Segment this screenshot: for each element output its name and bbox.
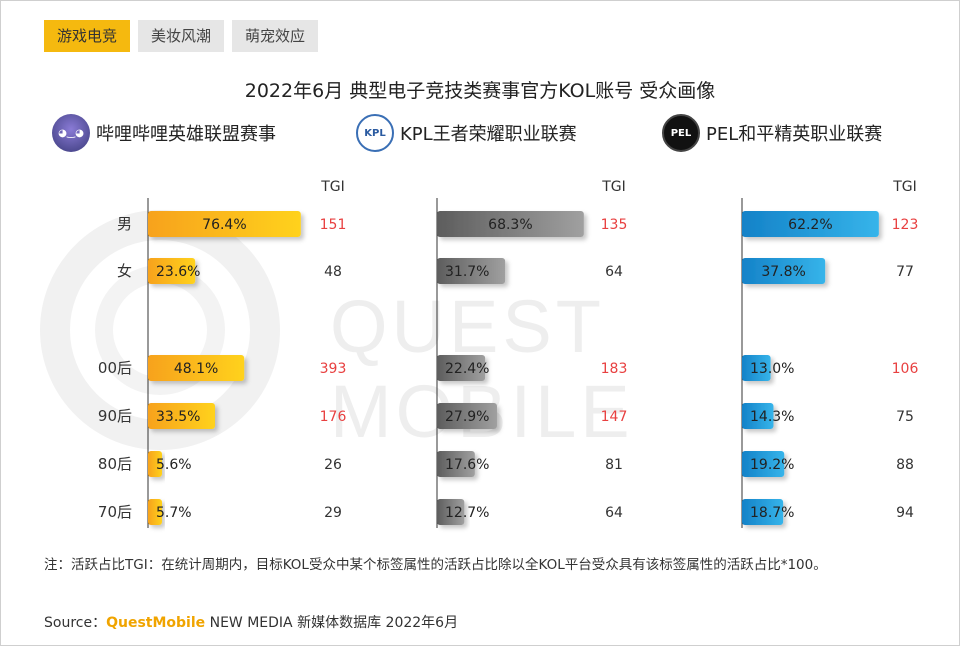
data-label: 76.4%: [202, 217, 246, 233]
data-label: 22.4%: [445, 361, 489, 377]
data-label: 27.9%: [445, 409, 489, 425]
tab-pet-effect[interactable]: 萌宠效应: [232, 20, 319, 52]
bar: [742, 211, 879, 237]
league-header-bilibili: ◕‿◕ 哔哩哔哩英雄联盟赛事: [52, 114, 276, 152]
category-label: 70后: [98, 503, 132, 521]
data-label: 12.7%: [445, 505, 489, 521]
data-label: 48.1%: [174, 361, 218, 377]
bar: [742, 355, 771, 381]
bar: [742, 499, 784, 525]
tgi-value: 48: [324, 264, 342, 280]
bar: [742, 258, 826, 284]
bar: [148, 403, 215, 429]
kpl-icon: KPL: [356, 114, 394, 152]
category-tabs: 游戏电竞 美妆风潮 萌宠效应: [44, 20, 319, 52]
tgi-value: 29: [324, 505, 342, 521]
league-name: 哔哩哔哩英雄联盟赛事: [96, 124, 276, 145]
league-header-pel: PEL PEL和平精英职业联赛: [662, 114, 882, 152]
tgi-value: 151: [320, 217, 347, 233]
tgi-value: 123: [892, 217, 919, 233]
tgi-header: TGI: [892, 179, 917, 195]
tgi-value: 147: [601, 409, 628, 425]
tgi-value: 75: [896, 409, 914, 425]
tgi-value: 393: [320, 361, 347, 377]
league-name: KPL王者荣耀职业联赛: [400, 124, 577, 145]
data-label: 5.7%: [156, 505, 192, 521]
category-label: 80后: [98, 455, 132, 473]
bar: [148, 355, 245, 381]
data-label: 62.2%: [788, 217, 832, 233]
tab-gaming-esports[interactable]: 游戏电竞: [44, 20, 131, 52]
bar: [742, 451, 785, 477]
tgi-header: TGI: [320, 179, 345, 195]
data-label: 14.3%: [750, 409, 794, 425]
data-label: 17.6%: [445, 457, 489, 473]
data-label: 68.3%: [488, 217, 532, 233]
tab-beauty-trends[interactable]: 美妆风潮: [138, 20, 225, 52]
tgi-value: 88: [896, 457, 914, 473]
source-line: Source：QuestMobile NEW MEDIA 新媒体数据库 2022…: [44, 612, 458, 632]
tgi-value: 94: [896, 505, 914, 521]
tgi-value: 64: [605, 505, 623, 521]
tgi-value: 64: [605, 264, 623, 280]
chart-title: 2022年6月 典型电子竞技类赛事官方KOL账号 受众画像: [244, 80, 716, 102]
bar: [742, 403, 774, 429]
data-label: 31.7%: [445, 264, 489, 280]
data-label: 33.5%: [156, 409, 200, 425]
bar: [437, 451, 475, 477]
data-label: 23.6%: [156, 264, 200, 280]
tgi-value: 183: [601, 361, 628, 377]
data-label: 5.6%: [156, 457, 192, 473]
data-label: 18.7%: [750, 505, 794, 521]
category-label: 男: [117, 215, 132, 233]
bar: [437, 403, 497, 429]
source-brand: QuestMobile: [106, 615, 206, 631]
tgi-value: 106: [892, 361, 919, 377]
bar: [148, 211, 301, 237]
tgi-value: 26: [324, 457, 342, 473]
pel-icon: PEL: [662, 114, 700, 152]
league-name: PEL和平精英职业联赛: [706, 124, 883, 145]
bar: [437, 258, 506, 284]
tgi-value: 77: [896, 264, 914, 280]
category-label: 女: [117, 262, 132, 280]
tgi-header: TGI: [601, 179, 626, 195]
bar: [148, 499, 162, 525]
source-rest: NEW MEDIA 新媒体数据库 2022年6月: [209, 615, 459, 631]
bilibili-lol-icon: ◕‿◕: [52, 114, 90, 152]
data-label: 13.0%: [750, 361, 794, 377]
league-header-kpl: KPL KPL王者荣耀职业联赛: [356, 114, 577, 152]
category-label: 00后: [98, 359, 132, 377]
bar: [437, 211, 584, 237]
bar: [437, 499, 465, 525]
tgi-value: 81: [605, 457, 623, 473]
tgi-value: 176: [320, 409, 347, 425]
footnote: 注：活跃占比TGI：在统计周期内，目标KOL受众中某个标签属性的活跃占比除以全K…: [44, 557, 827, 573]
tgi-value: 135: [601, 217, 628, 233]
data-label: 19.2%: [750, 457, 794, 473]
data-label: 37.8%: [761, 264, 805, 280]
source-label: Source：: [44, 615, 107, 631]
bar: [148, 258, 196, 284]
bar: [148, 451, 162, 477]
bar: [437, 355, 486, 381]
category-label: 90后: [98, 407, 132, 425]
